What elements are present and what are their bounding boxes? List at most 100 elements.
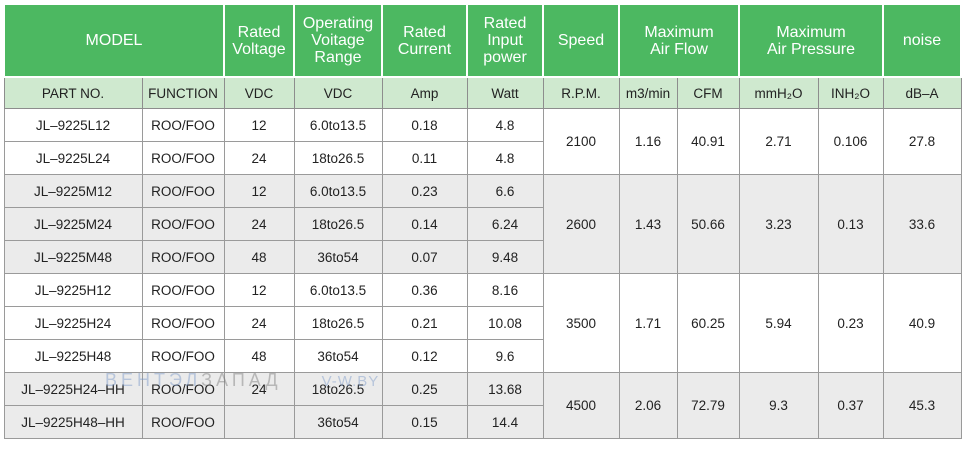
subheader-row: PART NO. FUNCTION VDC VDC Amp Watt R.P.M… — [3, 76, 962, 109]
part-no: JL–9225M24 — [3, 207, 143, 241]
air-flow-cfm: 60.25 — [676, 273, 740, 373]
rated-voltage: 24 — [223, 141, 295, 175]
air-flow-m3min: 1.16 — [618, 108, 678, 175]
voltage-range: 18to26.5 — [293, 141, 383, 175]
input-power: 8.16 — [466, 273, 544, 307]
subheader-vdc-range: VDC — [293, 76, 383, 109]
part-no: JL–9225M48 — [3, 240, 143, 274]
table-row: JL–9225M12 ROO/FOO 12 6.0to13.5 0.23 6.6… — [3, 174, 962, 274]
subheader-function: FUNCTION — [141, 76, 225, 109]
rated-current: 0.11 — [381, 141, 468, 175]
air-pressure-mmh2o: 2.71 — [738, 108, 819, 175]
header-speed: Speed — [542, 3, 620, 78]
rated-current: 0.36 — [381, 273, 468, 307]
table-row: JL–9225H12 ROO/FOO 12 6.0to13.5 0.36 8.1… — [3, 273, 962, 373]
speed-rpm: 2600 — [542, 174, 620, 274]
table-row: JL–9225H24–HH ROO/FOO 24 18to26.5 0.25 1… — [3, 372, 962, 439]
voltage-range: 18to26.5 — [293, 372, 383, 406]
voltage-range: 6.0to13.5 — [293, 273, 383, 307]
rated-current: 0.07 — [381, 240, 468, 274]
air-flow-m3min: 1.71 — [618, 273, 678, 373]
speed-rpm: 3500 — [542, 273, 620, 373]
speed-rpm: 2100 — [542, 108, 620, 175]
input-power: 4.8 — [466, 141, 544, 175]
input-power: 10.08 — [466, 306, 544, 340]
header-noise: noise — [882, 3, 962, 78]
input-power: 14.4 — [466, 405, 544, 439]
air-pressure-mmh2o: 5.94 — [738, 273, 819, 373]
part-no: JL–9225H12 — [3, 273, 143, 307]
rated-current: 0.21 — [381, 306, 468, 340]
rated-voltage: 12 — [223, 273, 295, 307]
part-no: JL–9225M12 — [3, 174, 143, 208]
voltage-range: 18to26.5 — [293, 306, 383, 340]
subheader-vdc: VDC — [223, 76, 295, 109]
table-row: JL–9225M24 ROO/FOO 24 18to26.5 0.14 6.24 — [3, 207, 961, 241]
subheader-dba: dB–A — [882, 76, 962, 109]
air-pressure-mmh2o: 3.23 — [738, 174, 819, 274]
noise-dba: 33.6 — [882, 174, 962, 274]
subheader-inh2o: INH₂O — [817, 76, 884, 109]
table-row: JL–9225L12 ROO/FOO 12 6.0to13.5 0.18 4.8… — [3, 108, 962, 175]
subheader-m3min: m3/min — [618, 76, 678, 109]
input-power: 9.6 — [466, 339, 544, 373]
header-operating-voltage: Operating Voitage Range — [293, 3, 383, 78]
air-pressure-mmh2o: 9.3 — [738, 372, 819, 439]
voltage-range: 36to54 — [293, 405, 383, 439]
part-no: JL–9225L12 — [3, 108, 143, 142]
rated-current: 0.18 — [381, 108, 468, 142]
air-flow-cfm: 50.66 — [676, 174, 740, 274]
voltage-range: 36to54 — [293, 339, 383, 373]
header-rated-input-power: Rated Input power — [466, 3, 544, 78]
voltage-range: 6.0to13.5 — [293, 108, 383, 142]
input-power: 13.68 — [466, 372, 544, 406]
rated-voltage: 24 — [223, 372, 295, 406]
header-rated-current: Rated Current — [381, 3, 468, 78]
noise-dba: 40.9 — [882, 273, 962, 373]
rated-voltage: 12 — [223, 174, 295, 208]
function: ROO/FOO — [141, 273, 225, 307]
part-no: JL–9225H24–HH — [3, 372, 143, 406]
function: ROO/FOO — [141, 405, 225, 439]
rated-voltage: 24 — [223, 306, 295, 340]
table-row: JL–9225L24 ROO/FOO 24 18to26.5 0.11 4.8 — [3, 141, 961, 175]
rated-current: 0.12 — [381, 339, 468, 373]
function: ROO/FOO — [141, 306, 225, 340]
part-no: JL–9225H48–HH — [3, 405, 143, 439]
subheader-rpm: R.P.M. — [542, 76, 620, 109]
header-model: MODEL — [3, 3, 225, 78]
air-flow-m3min: 1.43 — [618, 174, 678, 274]
fan-spec-table: MODEL Rated Voltage Operating Voitage Ra… — [3, 3, 962, 439]
header-row: MODEL Rated Voltage Operating Voitage Ra… — [3, 3, 962, 78]
part-no: JL–9225H48 — [3, 339, 143, 373]
subheader-amp: Amp — [381, 76, 468, 109]
header-rated-voltage: Rated Voltage — [223, 3, 295, 78]
header-max-air-flow: Maximum Air Flow — [618, 3, 740, 78]
spec-table-container: MODEL Rated Voltage Operating Voitage Ra… — [3, 3, 962, 455]
rated-voltage: 48 — [223, 240, 295, 274]
rated-current: 0.25 — [381, 372, 468, 406]
part-no: JL–9225H24 — [3, 306, 143, 340]
subheader-cfm: CFM — [676, 76, 740, 109]
table-row: JL–9225M48 ROO/FOO 48 36to54 0.07 9.48 — [3, 240, 961, 274]
input-power: 9.48 — [466, 240, 544, 274]
input-power: 6.24 — [466, 207, 544, 241]
air-pressure-inh2o: 0.13 — [817, 174, 884, 274]
noise-dba: 27.8 — [882, 108, 962, 175]
function: ROO/FOO — [141, 240, 225, 274]
function: ROO/FOO — [141, 108, 225, 142]
input-power: 4.8 — [466, 108, 544, 142]
air-pressure-inh2o: 0.106 — [817, 108, 884, 175]
voltage-range: 36to54 — [293, 240, 383, 274]
rated-current: 0.23 — [381, 174, 468, 208]
rated-voltage: 48 — [223, 339, 295, 373]
function: ROO/FOO — [141, 372, 225, 406]
rated-voltage: 12 — [223, 108, 295, 142]
function: ROO/FOO — [141, 141, 225, 175]
voltage-range: 18to26.5 — [293, 207, 383, 241]
voltage-range: 6.0to13.5 — [293, 174, 383, 208]
subheader-part-no: PART NO. — [3, 76, 143, 109]
air-flow-cfm: 40.91 — [676, 108, 740, 175]
rated-current: 0.14 — [381, 207, 468, 241]
rated-current: 0.15 — [381, 405, 468, 439]
